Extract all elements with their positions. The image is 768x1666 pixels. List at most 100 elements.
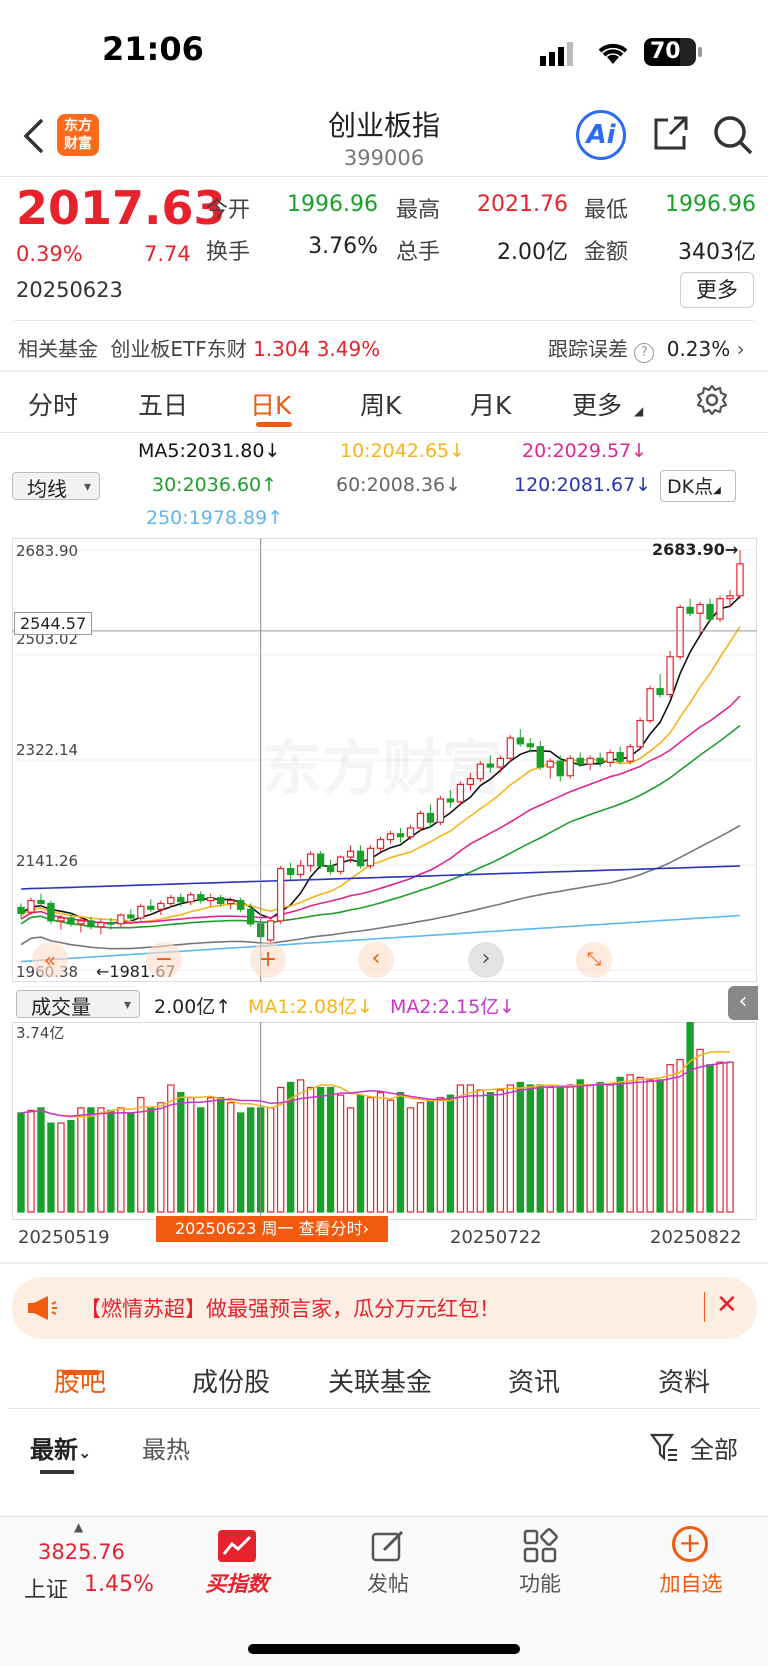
tracking-error-row[interactable]: 跟踪误差 ? 0.23% › <box>548 333 745 363</box>
candle-body <box>686 606 694 614</box>
zoom-out-button[interactable]: − <box>146 942 182 978</box>
help-icon[interactable]: ? <box>634 343 655 363</box>
function-button[interactable]: 功能 <box>519 1572 561 1596</box>
tab-constituents[interactable]: 成份股 <box>192 1368 271 1398</box>
volume-bar <box>266 1107 275 1213</box>
scroll-left-button[interactable]: ‹ <box>358 942 394 978</box>
settings-icon[interactable] <box>696 384 728 420</box>
candle-body <box>187 894 195 903</box>
volume-bar <box>47 1122 55 1213</box>
filter-all[interactable]: 全部 <box>690 1436 738 1464</box>
add-watchlist-icon: + <box>672 1526 708 1562</box>
fund-price: 1.304 <box>253 337 311 361</box>
candle-body <box>236 899 245 910</box>
up-triangle-icon: ▲ <box>74 1520 84 1534</box>
filter-latest[interactable]: 最新⌄ <box>30 1436 92 1464</box>
volume-axis-top-label: 3.74亿 <box>16 1024 65 1042</box>
home-indicator <box>248 1644 520 1654</box>
candle-body <box>706 603 714 620</box>
ma-line-60 <box>20 824 741 950</box>
volume-chart[interactable] <box>12 1022 757 1220</box>
candle-body <box>406 827 415 838</box>
volume-bar <box>316 1086 325 1213</box>
share-icon[interactable] <box>650 114 690 158</box>
tab-more[interactable]: 更多 <box>572 391 623 420</box>
buy-index-button[interactable]: 买指数 <box>205 1572 269 1596</box>
tab-stock-forum[interactable]: 股吧 <box>54 1368 107 1398</box>
candle-body <box>396 833 405 838</box>
dk-button[interactable]: DK点◢ <box>660 470 736 502</box>
volume-bar <box>656 1079 664 1213</box>
volume-bar <box>606 1084 614 1213</box>
zoom-in-button[interactable]: + <box>250 942 286 978</box>
candle-body <box>436 798 445 823</box>
tab-intraday[interactable]: 分时 <box>28 391 79 420</box>
open-value: 1996.96 <box>287 192 378 217</box>
candle-body <box>386 833 395 841</box>
fullscreen-button[interactable]: ⤡ <box>576 942 612 978</box>
ma-selector-label: 均线 <box>27 477 67 501</box>
collapse-panel-button[interactable]: ‹ <box>728 986 758 1020</box>
tab-five-day[interactable]: 五日 <box>138 391 189 420</box>
fund-percent: 3.49% <box>316 337 381 361</box>
sh-index-value[interactable]: 3825.76 <box>38 1540 125 1564</box>
ai-button[interactable]: Ai <box>576 110 626 160</box>
volume-bar <box>516 1081 525 1213</box>
dk-label: DK点 <box>667 476 714 498</box>
amount-value: 3403亿 <box>678 240 756 265</box>
related-fund-row[interactable]: 相关基金 创业板ETF东财 1.304 3.49% <box>18 333 380 362</box>
cursor-date-button[interactable]: 20250623 周一 查看分时› <box>156 1216 388 1242</box>
candle-body <box>97 922 105 928</box>
volume-bar <box>177 1092 185 1213</box>
search-icon[interactable] <box>712 114 754 160</box>
ma20-legend: 20:2029.57↓ <box>522 440 648 462</box>
open-label: 今开 <box>206 198 251 223</box>
more-button[interactable]: 更多 <box>680 272 754 308</box>
candle-body <box>286 868 295 876</box>
tab-news[interactable]: 资讯 <box>508 1368 561 1398</box>
candle-body <box>666 656 674 696</box>
volume-current: 2.00亿↑ <box>154 996 232 1018</box>
back-icon[interactable] <box>22 118 46 158</box>
tab-weekly-k[interactable]: 周K <box>360 391 402 420</box>
max-price-marker: 2683.90→ <box>652 540 739 559</box>
axis-level-3-label: 2322.14 <box>16 741 79 759</box>
promo-banner[interactable] <box>12 1277 757 1339</box>
add-watchlist-button[interactable]: 加自选 <box>659 1572 723 1596</box>
chevron-right-icon: › <box>736 337 745 361</box>
volume-bar <box>586 1084 594 1213</box>
post-button[interactable]: 发帖 <box>367 1572 409 1596</box>
candle-body <box>566 757 574 777</box>
volume-bar <box>566 1084 574 1213</box>
tab-related-funds[interactable]: 关联基金 <box>328 1368 433 1398</box>
tab-monthly-k[interactable]: 月K <box>470 391 512 420</box>
candle-body <box>656 688 664 696</box>
volume-bar <box>286 1081 295 1213</box>
candlestick-chart[interactable] <box>12 538 757 982</box>
volume-selector[interactable]: 成交量 <box>16 990 140 1019</box>
tab-daily-k[interactable]: 日K <box>250 391 292 420</box>
volume-bar <box>436 1097 445 1213</box>
volume-label: 总手 <box>396 240 441 265</box>
volume-bar <box>696 1048 704 1213</box>
scroll-left-fast-button[interactable]: « <box>32 942 68 978</box>
volume-bar <box>626 1074 634 1213</box>
volume-bar <box>77 1107 85 1213</box>
battery-level: 70 <box>650 39 681 64</box>
ma-line-20 <box>20 695 741 925</box>
filter-hot[interactable]: 最热 <box>142 1436 190 1464</box>
candle-body <box>596 757 604 764</box>
tab-profile[interactable]: 资料 <box>658 1368 711 1398</box>
candle-body <box>246 908 255 925</box>
volume-bar <box>486 1092 495 1213</box>
close-icon[interactable]: ✕ <box>716 1290 738 1320</box>
volume-bar <box>466 1084 475 1213</box>
candle-body <box>137 905 145 919</box>
scroll-right-button[interactable]: › <box>468 942 504 978</box>
ma-selector[interactable]: 均线 <box>12 472 100 501</box>
volume-bar <box>127 1112 135 1213</box>
filter-icon[interactable] <box>649 1432 678 1466</box>
volume-bar <box>726 1061 734 1213</box>
candle-body <box>676 606 684 658</box>
